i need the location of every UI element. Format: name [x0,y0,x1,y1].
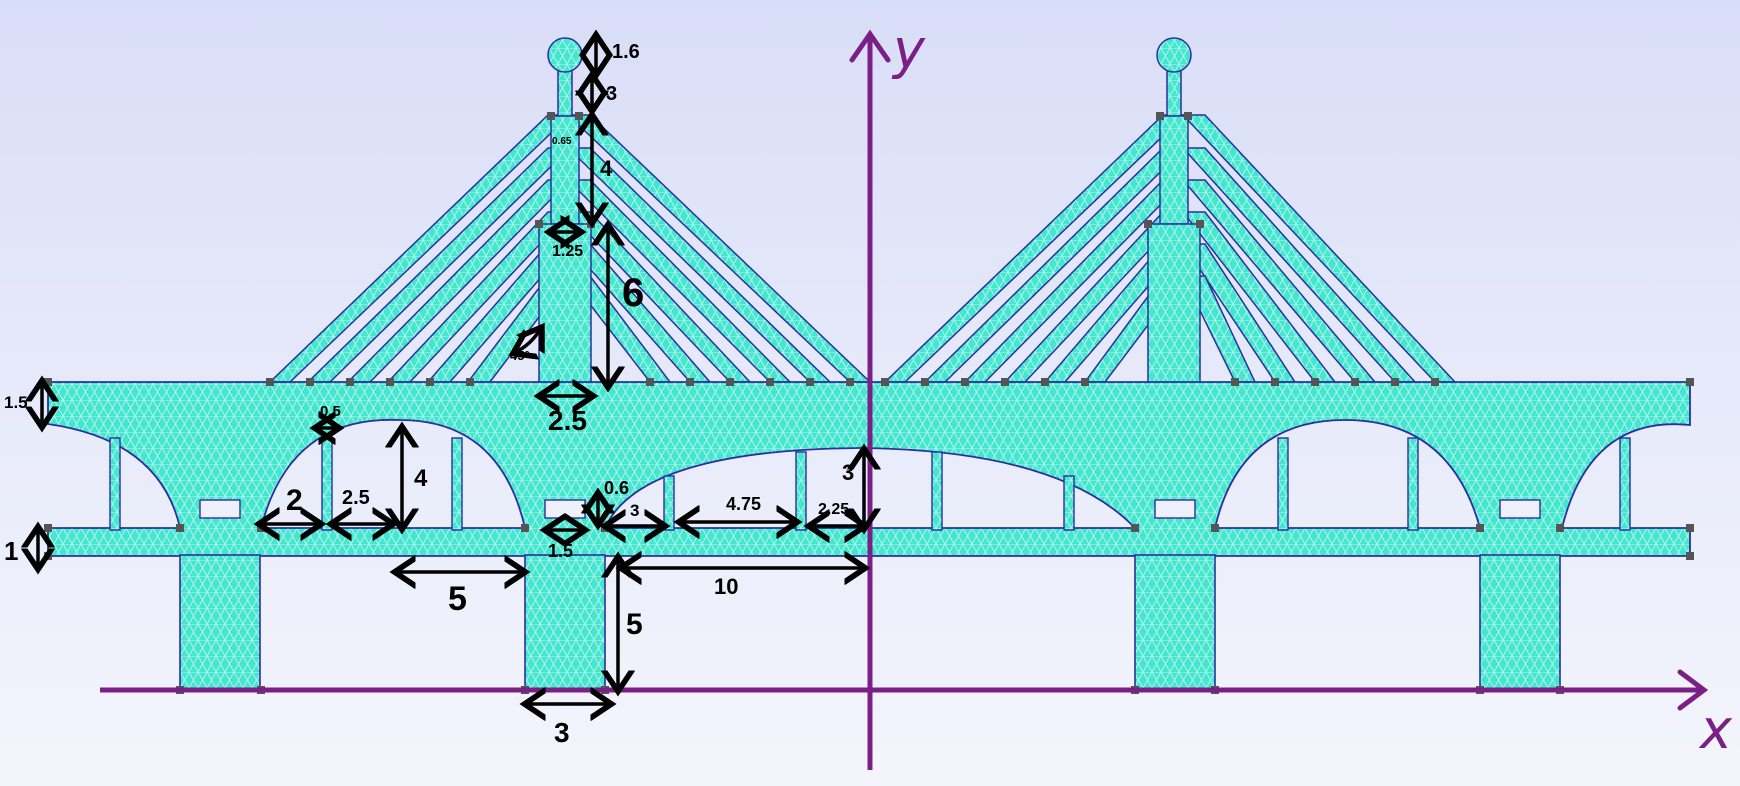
dim-label-6: 6 [622,271,644,315]
mast-right [1147,37,1201,385]
dim-label-5: 5 [448,580,467,618]
dim-label-0-5: 0.5 [320,403,341,420]
dim-label-10: 10 [714,574,738,599]
dim-label-2-5-pier: 2.5 [548,405,587,436]
dim-label-1-5-window: 1.5 [548,541,573,561]
dim-label-2-25: 2.25 [818,501,849,518]
dim-label-2-5: 2.5 [342,487,370,509]
pier-1 [179,554,261,691]
dimension-labels: 1.6 3 0.65 4 1.25 6 45° 1.5 2.5 0.5 4 2 … [4,41,854,748]
y-axis-arrowhead [849,29,891,63]
dim-label-0-65: 0.65 [552,136,572,147]
dim-label-3-mast: 3 [606,83,617,105]
dim-label-45deg: 45° [510,348,530,363]
dim-label-4: 4 [600,156,613,181]
dim-label-4-75: 4.75 [726,494,761,514]
pier-4 [1479,554,1561,691]
pier-3 [1134,554,1216,691]
y-axis-label: y [891,18,926,81]
cables-right-tower [883,114,1457,383]
dim-label-3-base: 3 [554,717,570,748]
dim-label-4-arch: 4 [414,465,428,492]
deck-body [47,381,1691,557]
x-axis-arrowhead [1677,669,1709,711]
pier-2 [524,554,606,691]
dim-label-1-5-deck: 1.5 [4,393,28,412]
mast-left [538,37,592,385]
dim-label-0-6: 0.6 [604,478,629,498]
dim-label-5-height: 5 [626,608,643,641]
dim-label-1-25: 1.25 [552,243,583,260]
dim-label-1-6: 1.6 [612,41,640,63]
bridge-structure [44,37,1694,694]
dim-label-2: 2 [286,484,303,517]
dim-label-3-bay: 3 [630,501,639,520]
dim-label-1-lower: 1 [4,536,18,566]
axes: x y [100,18,1733,770]
dimension-annotations [38,38,864,704]
dim-label-3-arch: 3 [842,460,854,485]
x-axis-label: x [1698,698,1733,761]
